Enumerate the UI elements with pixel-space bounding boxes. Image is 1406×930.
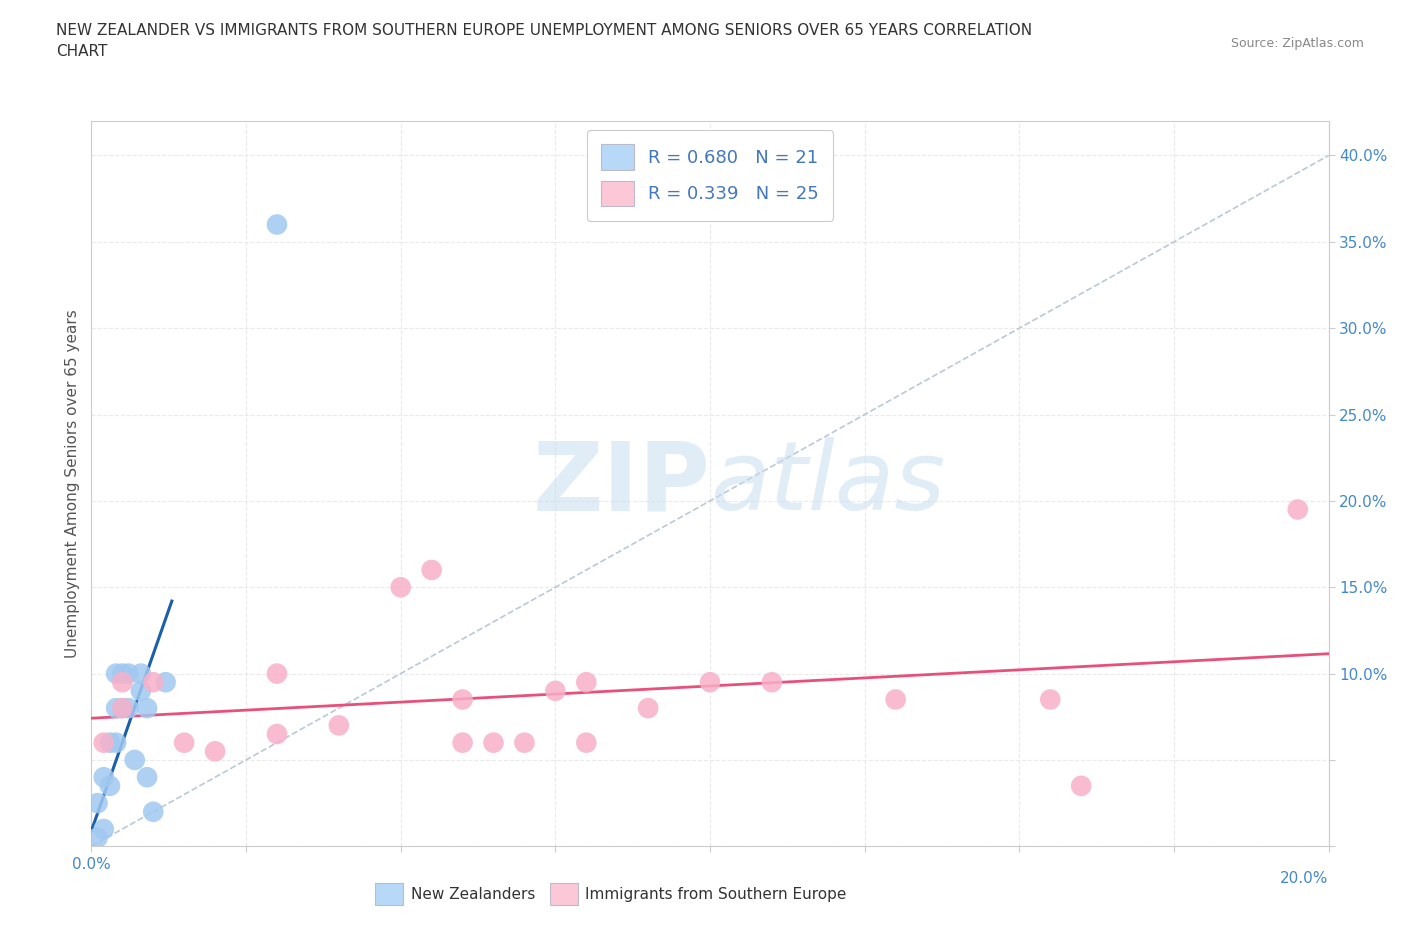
Point bbox=[111, 700, 134, 715]
Point bbox=[544, 684, 567, 698]
Point bbox=[86, 796, 108, 811]
Point bbox=[105, 666, 128, 681]
Point bbox=[111, 700, 134, 715]
Point bbox=[93, 736, 115, 751]
Text: 20.0%: 20.0% bbox=[1281, 871, 1329, 886]
Point bbox=[513, 736, 536, 751]
Point bbox=[117, 666, 139, 681]
Point bbox=[111, 666, 134, 681]
Point bbox=[124, 752, 146, 767]
Point bbox=[451, 736, 474, 751]
Point bbox=[266, 666, 288, 681]
Point bbox=[173, 736, 195, 751]
Point bbox=[420, 563, 443, 578]
Legend: New Zealanders, Immigrants from Southern Europe: New Zealanders, Immigrants from Southern… bbox=[370, 877, 853, 911]
Point bbox=[111, 675, 134, 690]
Point bbox=[204, 744, 226, 759]
Point bbox=[699, 675, 721, 690]
Point bbox=[86, 830, 108, 845]
Point bbox=[117, 700, 139, 715]
Point bbox=[98, 736, 121, 751]
Point bbox=[266, 217, 288, 232]
Point bbox=[93, 821, 115, 836]
Point bbox=[129, 666, 152, 681]
Point bbox=[482, 736, 505, 751]
Point bbox=[142, 804, 165, 819]
Point bbox=[98, 778, 121, 793]
Point bbox=[136, 770, 159, 785]
Point bbox=[129, 684, 152, 698]
Y-axis label: Unemployment Among Seniors over 65 years: Unemployment Among Seniors over 65 years bbox=[65, 309, 80, 658]
Point bbox=[1039, 692, 1062, 707]
Point bbox=[761, 675, 783, 690]
Point bbox=[451, 692, 474, 707]
Point bbox=[136, 700, 159, 715]
Point bbox=[637, 700, 659, 715]
Text: ZIP: ZIP bbox=[531, 437, 710, 530]
Point bbox=[142, 675, 165, 690]
Point bbox=[389, 579, 412, 594]
Point bbox=[884, 692, 907, 707]
Point bbox=[155, 675, 177, 690]
Point bbox=[328, 718, 350, 733]
Point bbox=[575, 675, 598, 690]
Point bbox=[575, 736, 598, 751]
Text: NEW ZEALANDER VS IMMIGRANTS FROM SOUTHERN EUROPE UNEMPLOYMENT AMONG SENIORS OVER: NEW ZEALANDER VS IMMIGRANTS FROM SOUTHER… bbox=[56, 23, 1032, 60]
Point bbox=[1070, 778, 1092, 793]
Text: Source: ZipAtlas.com: Source: ZipAtlas.com bbox=[1230, 37, 1364, 50]
Text: atlas: atlas bbox=[710, 437, 945, 530]
Point bbox=[266, 726, 288, 741]
Point bbox=[1286, 502, 1309, 517]
Point bbox=[105, 700, 128, 715]
Point bbox=[93, 770, 115, 785]
Point bbox=[105, 736, 128, 751]
